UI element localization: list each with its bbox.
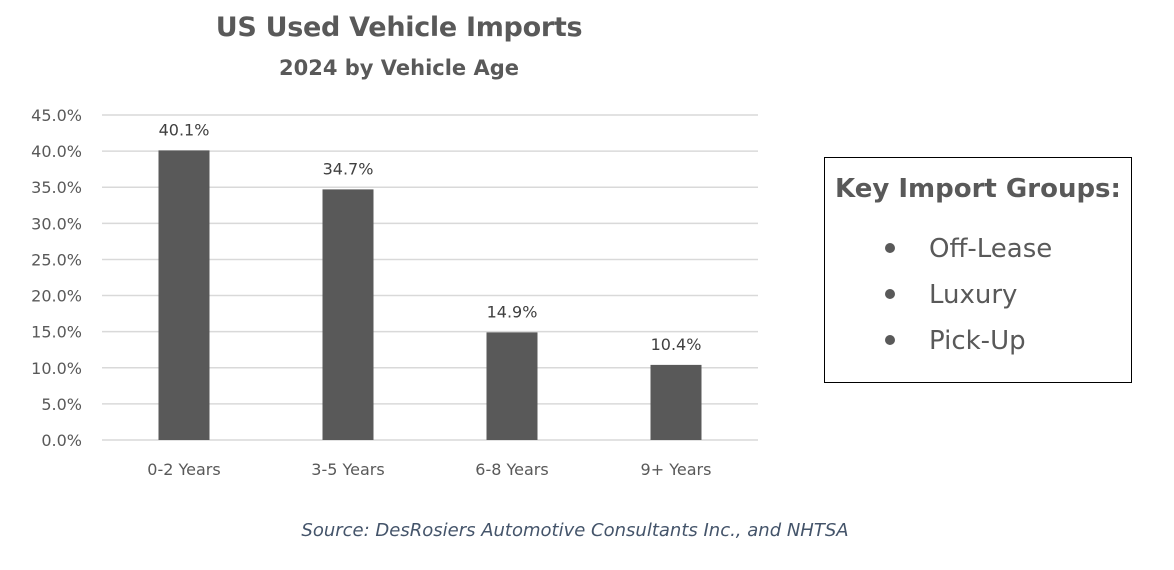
import-group-label: Off-Lease <box>929 234 1053 264</box>
y-tick-label: 35.0% <box>31 178 82 197</box>
bars <box>158 150 702 440</box>
x-axis-categories: 0-2 Years 3-5 Years 6-8 Years 9+ Years <box>147 460 711 479</box>
data-labels: 40.1% 34.7% 14.9% 10.4% <box>159 120 702 354</box>
data-label: 14.9% <box>487 302 538 321</box>
bullet-icon <box>885 288 895 299</box>
bar <box>322 189 374 440</box>
import-group-label: Pick-Up <box>929 326 1026 356</box>
x-category-label: 0-2 Years <box>147 460 220 479</box>
x-category-label: 9+ Years <box>641 460 712 479</box>
bar <box>486 332 538 440</box>
y-tick-label: 40.0% <box>31 142 82 161</box>
y-tick-label: 5.0% <box>41 395 82 414</box>
y-tick-label: 45.0% <box>31 106 82 125</box>
y-tick-label: 20.0% <box>31 287 82 306</box>
bullet-icon <box>885 334 895 345</box>
gridlines <box>102 114 758 441</box>
chart-subtitle: 2024 by Vehicle Age <box>278 56 519 80</box>
bar <box>650 364 702 440</box>
import-group-label: Luxury <box>929 280 1018 310</box>
import-group-item: Luxury <box>885 280 1017 310</box>
y-tick-label: 10.0% <box>31 359 82 378</box>
bar-chart: 0.0% 5.0% 10.0% 15.0% 20.0% 25.0% 30.0% 35.0% 40… <box>31 106 758 479</box>
key-import-groups-title: Key Import Groups: <box>835 174 1121 204</box>
y-tick-label: 25.0% <box>31 250 82 269</box>
data-label: 40.1% <box>159 120 210 139</box>
y-tick-label: 0.0% <box>41 431 82 450</box>
chart-title: US Used Vehicle Imports <box>215 12 583 43</box>
bar <box>158 150 210 440</box>
data-label: 34.7% <box>323 159 374 178</box>
x-category-label: 3-5 Years <box>311 460 384 479</box>
key-import-groups-box: Key Import Groups: Off-Lease Luxury Pick… <box>824 157 1132 383</box>
source-note: Source: DesRosiers Automotive Consultant… <box>301 520 849 541</box>
y-tick-label: 15.0% <box>31 323 82 342</box>
import-group-item: Pick-Up <box>885 326 1026 356</box>
y-tick-label: 30.0% <box>31 214 82 233</box>
import-group-item: Off-Lease <box>885 234 1052 264</box>
y-axis-ticks: 0.0% 5.0% 10.0% 15.0% 20.0% 25.0% 30.0% 35.0% 40… <box>31 106 82 450</box>
bullet-icon <box>885 242 895 253</box>
x-category-label: 6-8 Years <box>475 460 548 479</box>
data-label: 10.4% <box>651 335 702 354</box>
